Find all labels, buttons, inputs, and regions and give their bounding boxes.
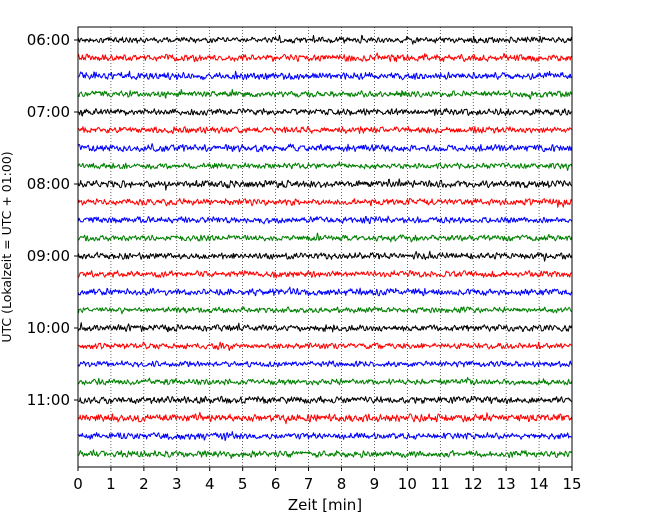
y-axis-ticks: 06:00 07:00 08:00 09:00 10:00 11:00: [27, 31, 78, 409]
x-tick-label: 13: [497, 475, 516, 493]
x-tick-label: 11: [431, 475, 450, 493]
trace-0830: [77, 215, 573, 225]
trace-0715: [77, 125, 573, 135]
x-tick-label: 1: [106, 475, 116, 493]
y-tick-label: 11:00: [27, 391, 70, 409]
x-axis-label: Zeit [min]: [288, 496, 362, 514]
y-axis-label: UTC (Lokalzeit = UTC + 01:00): [0, 151, 14, 342]
y-tick-label: 10:00: [27, 319, 70, 337]
trace-1115: [77, 411, 573, 425]
x-tick-label: 10: [398, 475, 417, 493]
trace-0900: [77, 250, 573, 262]
trace-0645: [77, 88, 573, 100]
trace-0800: [77, 178, 573, 191]
trace-1030: [77, 360, 573, 368]
x-tick-label: 8: [337, 475, 347, 493]
x-tick-label: 4: [205, 475, 215, 493]
trace-1015: [77, 341, 573, 352]
trace-1045: [77, 376, 573, 386]
trace-0815: [77, 197, 573, 208]
x-tick-label: 6: [271, 475, 281, 493]
trace-1100: [77, 395, 573, 405]
x-tick-label: 0: [73, 475, 83, 493]
trace-1145: [77, 449, 573, 459]
trace-0915: [77, 270, 573, 279]
trace-0615: [77, 52, 573, 63]
trace-1130: [77, 431, 573, 442]
x-tick-label: 7: [304, 475, 314, 493]
trace-0730: [77, 143, 573, 153]
plot-frame: [77, 26, 573, 468]
x-tick-label: 3: [172, 475, 182, 493]
x-tick-label: 9: [370, 475, 380, 493]
y-tick-label: 06:00: [27, 31, 70, 49]
x-tick-label: 12: [464, 475, 483, 493]
x-tick-label: 14: [530, 475, 549, 493]
y-tick-label: 09:00: [27, 247, 70, 265]
x-axis-ticks: 0 1 2 3 4 5 6 7 8 9 10 11 12 13 14 15: [73, 467, 582, 493]
axes-layer: [77, 26, 573, 468]
grid-layer: [110, 27, 540, 467]
trace-0600: [77, 34, 573, 45]
x-tick-label: 5: [238, 475, 248, 493]
trace-1000: [77, 322, 573, 333]
trace-0945: [77, 306, 573, 315]
trace-layer: [77, 34, 573, 459]
trace-0930: [77, 286, 573, 297]
trace-0630: [77, 70, 573, 81]
y-tick-label: 08:00: [27, 175, 70, 193]
trace-0700: [77, 108, 573, 117]
trace-0845: [77, 232, 573, 243]
trace-0745: [77, 161, 573, 172]
x-tick-label: 15: [562, 475, 581, 493]
x-tick-label: 2: [139, 475, 149, 493]
y-tick-label: 07:00: [27, 103, 70, 121]
